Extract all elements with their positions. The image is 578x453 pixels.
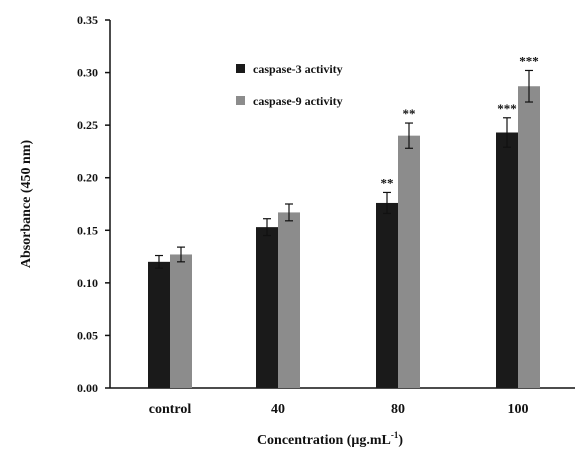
y-tick-label: 0.35: [77, 13, 98, 27]
y-tick-label: 0.15: [77, 223, 98, 237]
x-tick-label: 40: [271, 402, 285, 417]
x-tick-label: 100: [508, 402, 529, 417]
y-tick-label: 0.30: [77, 66, 98, 80]
bar-caspase-9: [170, 254, 192, 388]
legend-label-caspase-3: caspase-3 activity: [253, 62, 343, 76]
y-tick-label: 0.00: [77, 381, 98, 395]
plot-area: 0.000.050.100.150.200.250.300.35 **** ***…: [77, 13, 575, 417]
y-tick-label: 0.05: [77, 328, 98, 342]
legend: caspase-3 activity caspase-9 activity: [236, 62, 343, 108]
bar-caspase-3: [256, 227, 278, 388]
bar-caspase-3: [148, 261, 170, 388]
legend-swatch-caspase-3: [236, 64, 245, 73]
x-axis-title-sup: -1: [391, 430, 399, 440]
y-axis-title: Absorbance (450 nm): [19, 140, 34, 269]
x-tick-labels: control 40 80 100: [149, 402, 529, 417]
significance-marker: **: [381, 175, 394, 190]
bar-group: [148, 246, 192, 388]
bar-caspase-3: [496, 132, 518, 388]
bar-caspase-9: [278, 212, 300, 388]
bar-caspase-9: [518, 86, 540, 389]
legend-swatch-caspase-9: [236, 96, 245, 105]
x-tick-label: 80: [391, 402, 405, 417]
significance-marker: ***: [497, 101, 517, 116]
y-ticks: 0.00 0.05 0.10 0.15 0.20 0.25 0.30 0.35: [77, 13, 110, 395]
bar-groups: **** ******: [148, 53, 540, 389]
x-axis-title: Concentration (μg.mL-1): [257, 430, 403, 448]
x-tick-label: control: [149, 402, 192, 417]
y-tick-label: 0.25: [77, 118, 98, 132]
significance-marker: **: [403, 106, 416, 121]
x-axis-title-close: ): [398, 433, 403, 448]
bar-group: [256, 203, 300, 388]
bar-caspase-3: [376, 202, 398, 388]
x-axis-title-main: Concentration (μg.mL: [257, 433, 391, 448]
bar-caspase-9: [398, 135, 420, 388]
y-tick-label: 0.10: [77, 276, 98, 290]
bar-group: ** **: [376, 106, 420, 388]
significance-marker: ***: [519, 53, 539, 68]
legend-label-caspase-9: caspase-9 activity: [253, 94, 343, 108]
bar-group: *** ***: [496, 53, 540, 389]
y-tick-label: 0.20: [77, 171, 98, 185]
